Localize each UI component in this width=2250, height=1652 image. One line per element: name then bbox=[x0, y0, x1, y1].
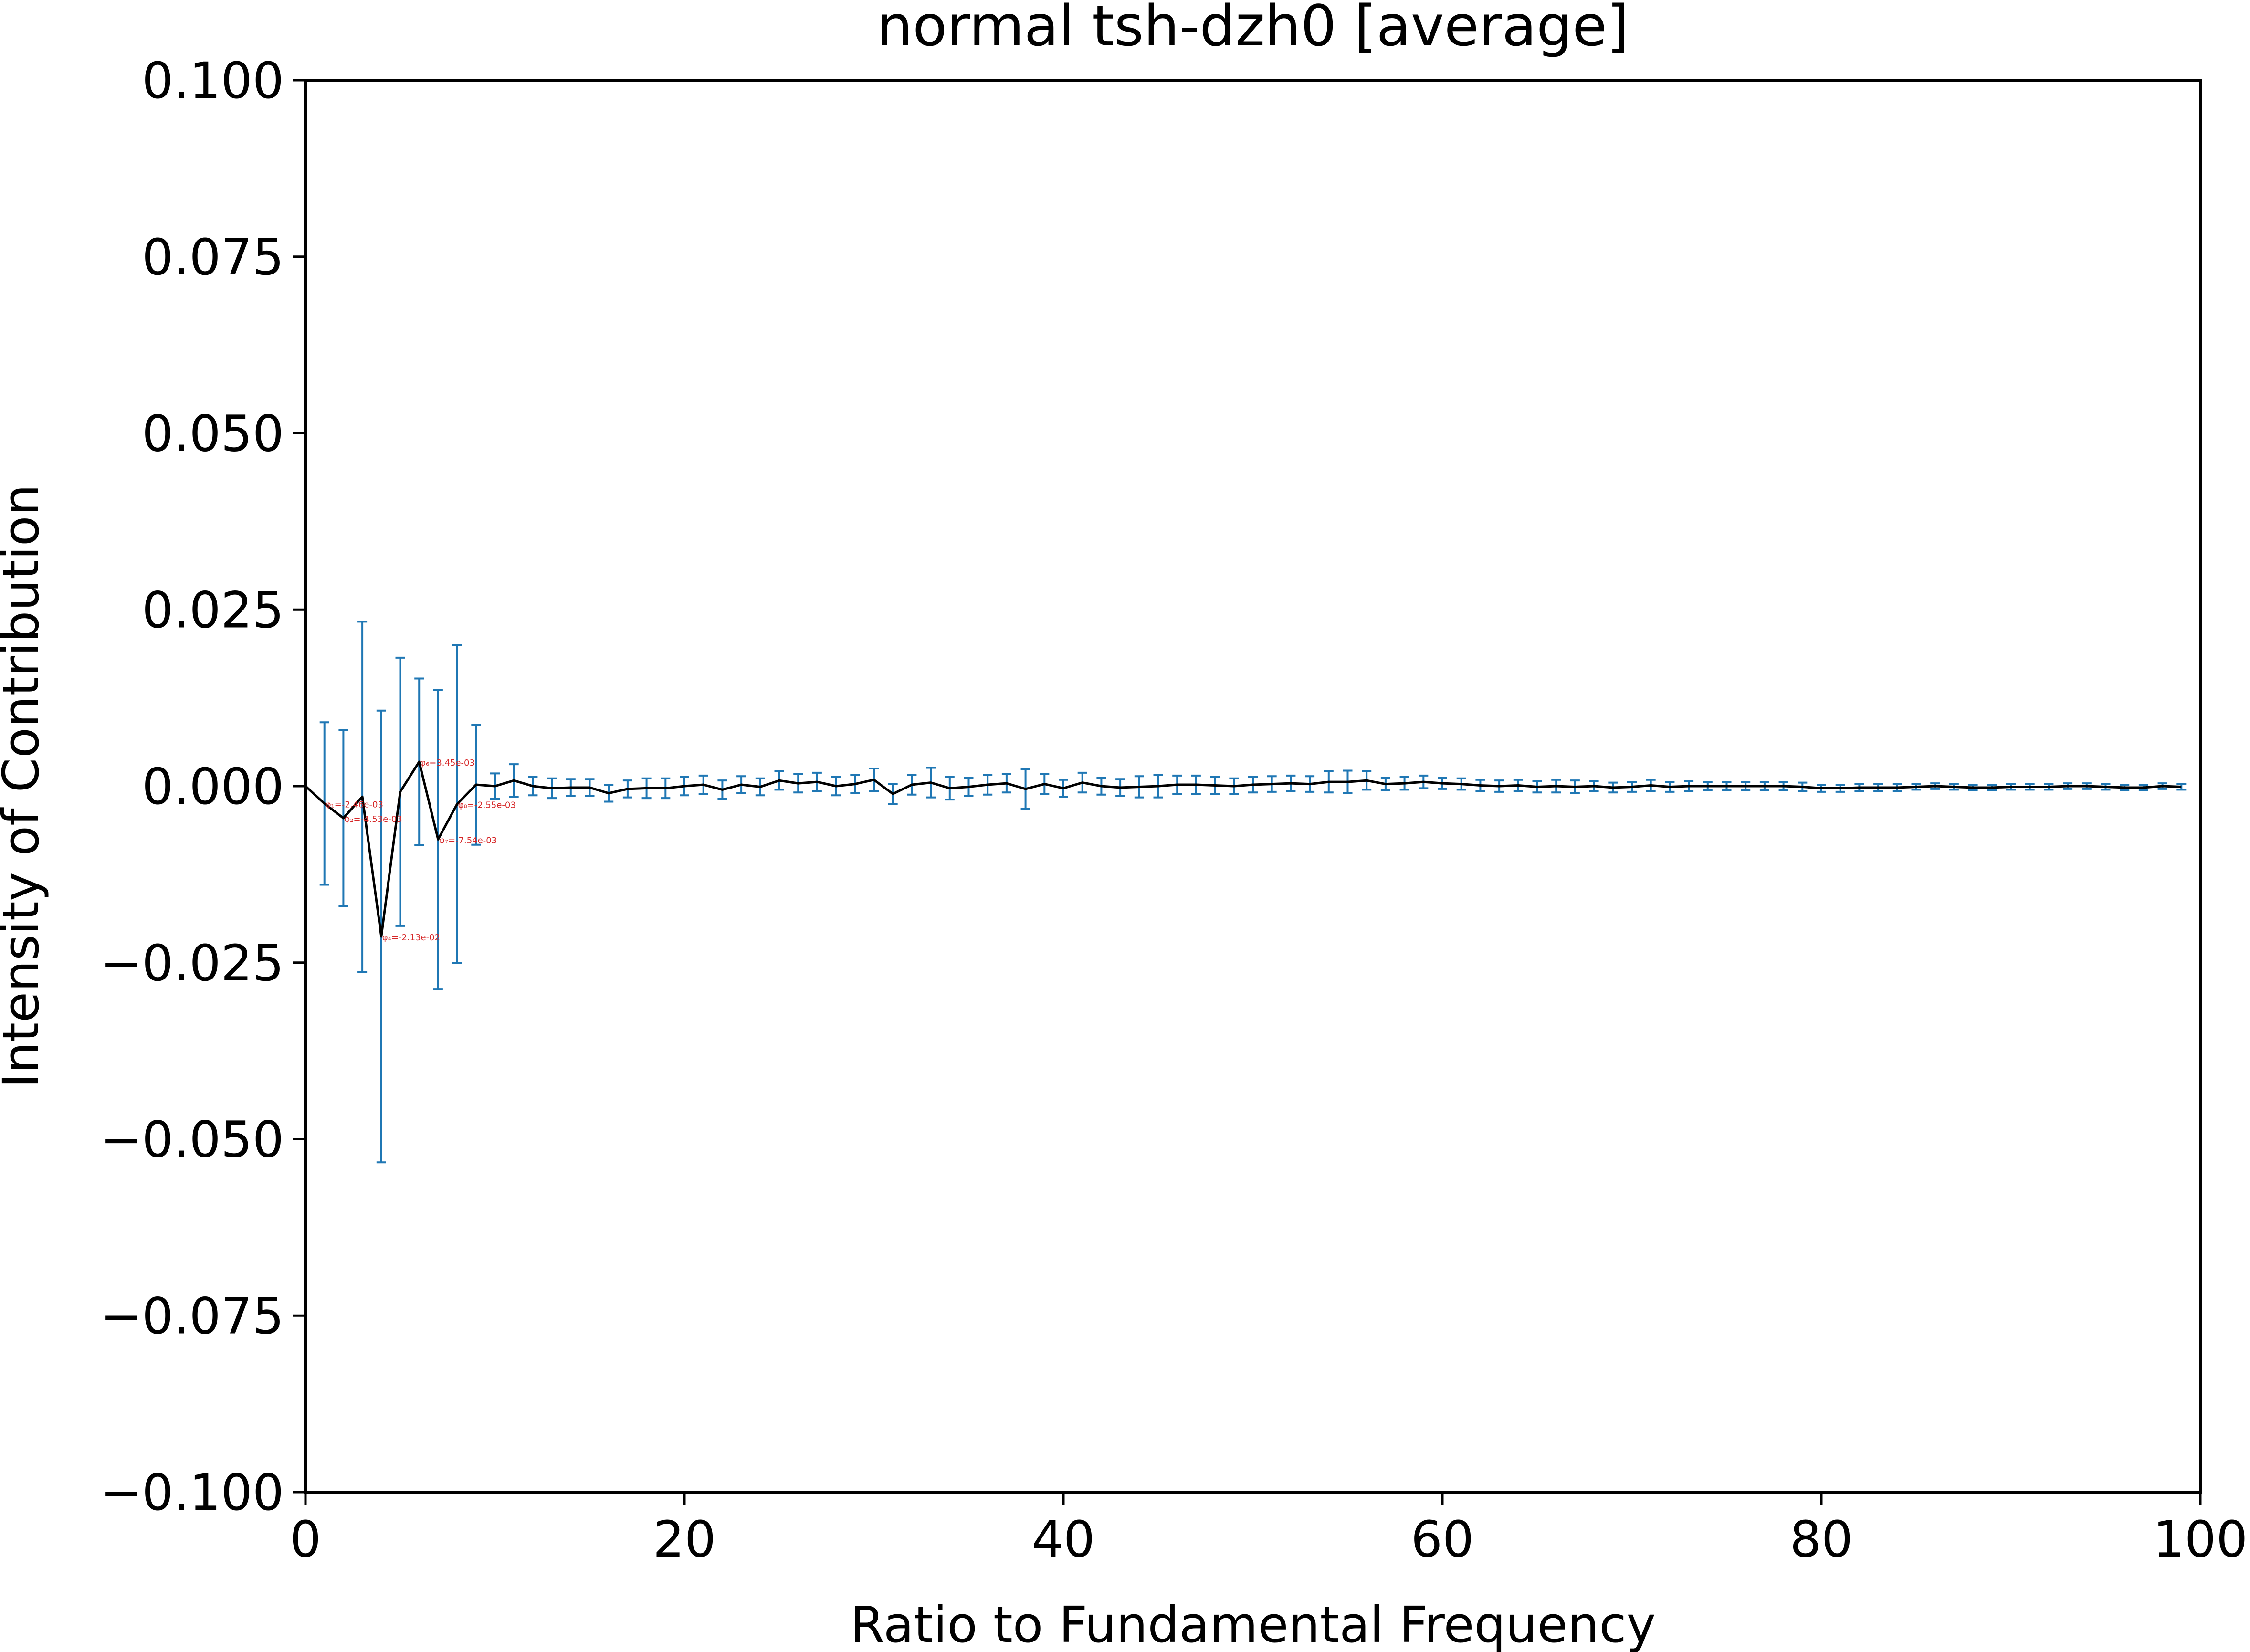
y-tick-label: 0.075 bbox=[142, 228, 284, 286]
y-tick-label: 0.000 bbox=[142, 758, 284, 816]
series-line bbox=[305, 760, 2182, 938]
x-tick-label: 40 bbox=[1032, 1510, 1095, 1568]
data-annotation: φ₄=-2.13e-02 bbox=[382, 933, 440, 943]
y-axis-label: Intensity of Contribution bbox=[0, 484, 50, 1088]
x-tick-label: 100 bbox=[2153, 1510, 2248, 1568]
data-annotation: φ₈=-2.55e-03 bbox=[458, 800, 516, 810]
y-tick-label: −0.100 bbox=[100, 1463, 284, 1522]
x-tick-label: 60 bbox=[1411, 1510, 1474, 1568]
x-axis: 0 20 40 60 80 100 bbox=[290, 1492, 2248, 1568]
y-tick-label: 0.100 bbox=[142, 52, 284, 110]
y-tick-label: −0.050 bbox=[100, 1111, 284, 1169]
y-tick-label: 0.050 bbox=[142, 405, 284, 463]
data-annotation: φ₁=-2.46e-03 bbox=[326, 800, 383, 810]
y-axis: 0.100 0.075 0.050 0.025 0.000 −0.025 −0.050 −0.… bbox=[100, 52, 305, 1522]
chart-title: normal tsh-dzh0 [average] bbox=[877, 0, 1629, 59]
y-tick-label: 0.025 bbox=[142, 581, 284, 639]
x-tick-label: 80 bbox=[1790, 1510, 1853, 1568]
x-tick-label: 20 bbox=[653, 1510, 716, 1568]
x-tick-label: 0 bbox=[290, 1510, 321, 1568]
plot-area: φ₁=-2.46e-03 φ₂=-4.53e-03 φ₄=-2.13e-02 φ₆=3… bbox=[305, 621, 2187, 1164]
data-annotation: φ₂=-4.53e-03 bbox=[344, 814, 402, 824]
y-tick-label: −0.075 bbox=[100, 1287, 284, 1345]
data-annotation: φ₇=-7.54e-03 bbox=[439, 836, 497, 846]
x-axis-label: Ratio to Fundamental Frequency bbox=[850, 1596, 1656, 1652]
y-tick-label: −0.025 bbox=[100, 934, 284, 992]
data-annotation: φ₆=3.45e-03 bbox=[420, 758, 475, 768]
